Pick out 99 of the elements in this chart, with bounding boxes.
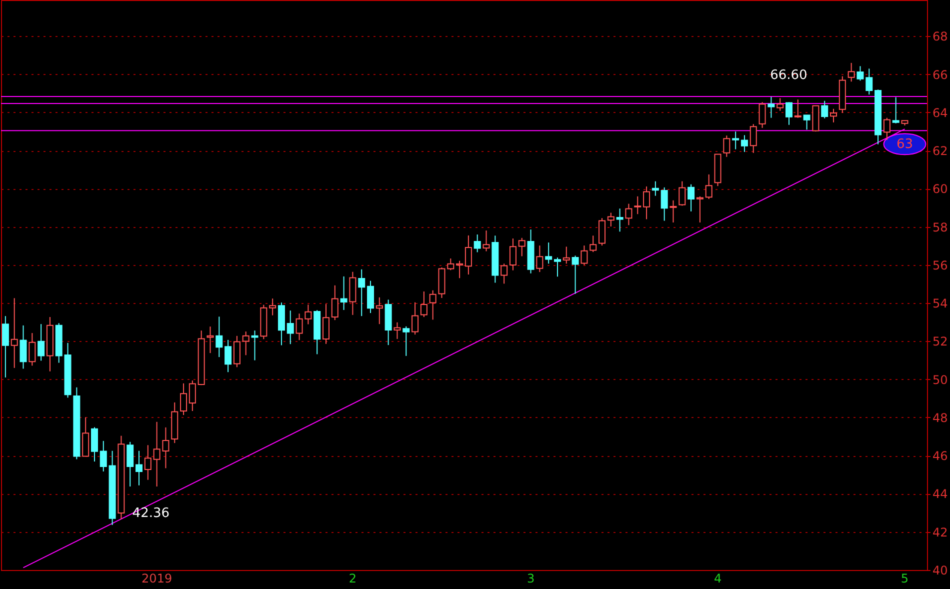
- annotation: 63: [896, 137, 914, 152]
- y-tick-label: 40: [932, 564, 948, 578]
- candlestick: [500, 263, 508, 284]
- candlestick: [660, 186, 668, 222]
- candlestick: [286, 310, 294, 345]
- candlestick: [402, 326, 410, 356]
- candlestick: [464, 234, 472, 276]
- candlestick: [696, 196, 704, 223]
- candlestick: [732, 131, 740, 150]
- x-tick-label: 2: [348, 572, 357, 586]
- candlestick: [376, 296, 383, 325]
- y-tick-label: 48: [932, 410, 948, 425]
- x-tick-label: 4: [714, 572, 722, 586]
- candlestick: [144, 444, 152, 480]
- candlestick: [580, 245, 588, 266]
- candlestick: [28, 332, 36, 366]
- y-tick-label: 54: [932, 296, 948, 311]
- candlestick: [590, 235, 597, 253]
- candlestick: [768, 96, 775, 118]
- candlestick: [136, 450, 143, 486]
- candlestick: [803, 114, 810, 130]
- candlestick: [340, 276, 348, 310]
- candlestick: [269, 298, 276, 316]
- candlestick: [188, 380, 196, 412]
- candlestick: [785, 102, 792, 126]
- candlestick: [251, 330, 258, 361]
- candlestick: [10, 298, 18, 368]
- candlestick: [216, 316, 223, 358]
- candlestick: [688, 184, 695, 212]
- annotation: 42.36: [132, 506, 170, 522]
- x-tick-label: 2019: [142, 572, 172, 586]
- candlestick: [670, 200, 677, 223]
- y-tick-label: 52: [932, 334, 948, 349]
- candlestick: [394, 322, 401, 340]
- candlestick: [242, 331, 250, 356]
- candlestick: [322, 304, 330, 344]
- y-tick-label: 68: [932, 30, 948, 44]
- candlestick: [562, 246, 570, 264]
- candlestick: [740, 134, 748, 152]
- candlestick: [830, 108, 838, 123]
- candlestick: [616, 208, 624, 232]
- candlestick: [866, 68, 873, 96]
- candlestick: [358, 268, 366, 317]
- candlestick: [545, 242, 552, 264]
- candlestick: [447, 258, 454, 271]
- y-tick-label: 58: [932, 220, 948, 234]
- y-tick-label: 64: [932, 106, 948, 120]
- y-tick-label: 62: [932, 144, 948, 158]
- candlestick: [2, 316, 9, 378]
- candlestick: [883, 117, 890, 140]
- candlestick: [643, 186, 650, 220]
- candlestick: [856, 66, 864, 82]
- candlestick: [90, 426, 98, 462]
- candlestick: [892, 96, 900, 124]
- candlestick: [20, 324, 27, 370]
- y-tick-label: 60: [932, 182, 948, 196]
- candlestick: [126, 441, 134, 487]
- candlestick: [821, 100, 828, 119]
- y-tick-label: 56: [932, 258, 948, 272]
- candlestick: [412, 302, 419, 336]
- candlestick: [474, 234, 481, 253]
- candlestick: [38, 324, 45, 362]
- candlestick: [224, 339, 232, 373]
- candlestick: [652, 180, 659, 196]
- candlestick: [233, 335, 240, 368]
- candlestick: [678, 180, 686, 206]
- candlestick: [180, 382, 188, 416]
- y-tick-label: 66: [932, 68, 948, 82]
- candlestick: [554, 257, 561, 278]
- y-tick-label: 44: [932, 487, 948, 502]
- candlestick: [607, 212, 614, 227]
- candlestick: [100, 440, 107, 472]
- annotation: 66.60: [770, 68, 808, 83]
- y-tick-label: 46: [932, 449, 948, 464]
- candlestick: [536, 245, 544, 273]
- x-tick-label: 5: [900, 572, 909, 586]
- candlestick: [420, 290, 428, 318]
- y-tick-label: 50: [932, 372, 948, 387]
- candlestick: [456, 260, 464, 279]
- candlestick: [518, 237, 526, 257]
- candlestick: [572, 255, 579, 294]
- candlestick: [848, 62, 855, 82]
- candlestick: [794, 99, 802, 118]
- y-tick-label: 42: [932, 525, 948, 540]
- candlestick: [206, 326, 214, 354]
- x-tick-label: 3: [526, 572, 535, 586]
- candlestick: [82, 416, 90, 457]
- candlestick: [776, 98, 784, 112]
- candlestick: [482, 230, 490, 252]
- candlestick: [634, 196, 642, 215]
- candlestick: [509, 238, 516, 271]
- candlestick: [625, 203, 632, 226]
- candlestick: [758, 102, 766, 128]
- candlestick: [367, 280, 374, 314]
- candlestick: [705, 174, 712, 200]
- candlestick: [750, 124, 757, 154]
- candlestick: [331, 284, 338, 321]
- candlestick: [598, 218, 606, 246]
- candlestick: [723, 135, 730, 158]
